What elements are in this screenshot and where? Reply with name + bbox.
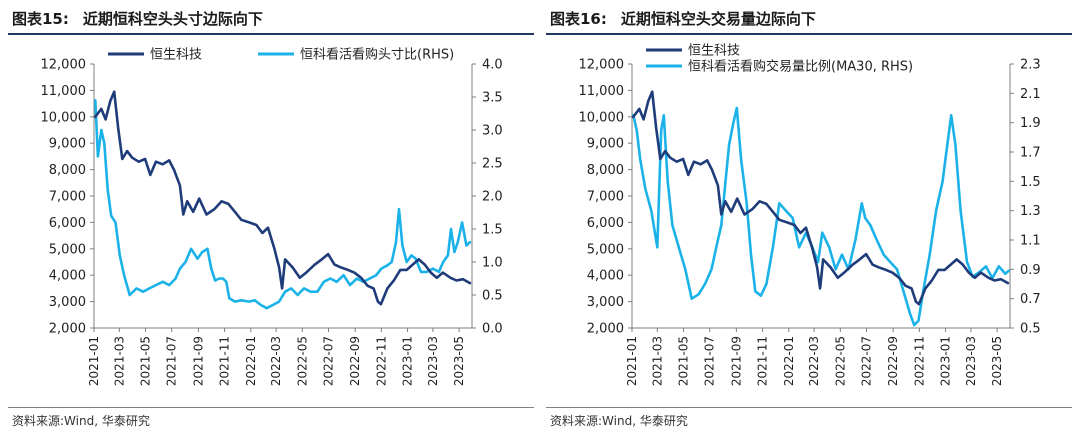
right-y-tick-label: 0.5 (1020, 322, 1041, 337)
x-tick-label: 2021-09 (729, 336, 743, 386)
right-y-tick-label: 2.0 (482, 190, 503, 205)
source-rule (546, 407, 1072, 408)
x-tick-label: 2022-05 (295, 336, 309, 386)
x-tick-label: 2022-01 (782, 336, 796, 386)
right-y-tick-label: 1.5 (482, 223, 503, 238)
left-y-tick-label: 7,000 (49, 190, 86, 205)
left-y-tick-label: 9,000 (49, 137, 86, 152)
right-y-tick-label: 2.3 (1020, 58, 1041, 73)
right-y-tick-label: 4.0 (482, 58, 503, 73)
left-y-tick-label: 2,000 (587, 322, 624, 337)
x-tick-label: 2021-01 (625, 336, 639, 386)
right-y-tick-label: 1.5 (1020, 175, 1041, 190)
x-tick-label: 2022-11 (912, 336, 926, 386)
x-tick-label: 2022-01 (244, 336, 258, 386)
x-tick-label: 2022-09 (886, 336, 900, 386)
right-y-tick-label: 0.9 (1020, 263, 1041, 278)
left-y-tick-label: 3,000 (49, 295, 86, 310)
x-tick-label: 2021-03 (112, 336, 126, 386)
x-tick-label: 2023-01 (401, 336, 415, 386)
left-y-tick-label: 5,000 (49, 242, 86, 257)
x-tick-label: 2022-03 (269, 336, 283, 386)
right-y-tick-label: 1.0 (482, 256, 503, 271)
x-tick-label: 2023-03 (426, 336, 440, 386)
x-tick-label: 2021-07 (165, 336, 179, 386)
x-tick-label: 2021-11 (756, 336, 770, 386)
line-chart-short-position-ratio: 2,000 3,000 4,000 5,000 6,000 7,000 8,000 9,000… (41, 47, 503, 387)
x-tick-label: 2022-11 (374, 336, 388, 386)
x-tick-label: 2021-05 (139, 336, 153, 386)
x-tick-label: 2022-03 (807, 336, 821, 386)
x-tick-label: 2021-09 (191, 336, 205, 386)
x-tick-label: 2023-03 (964, 336, 978, 386)
right-y-tick-label: 0.5 (482, 289, 503, 304)
right-y-tick-label: 1.3 (1020, 204, 1041, 219)
x-tick-label: 2023-05 (452, 336, 466, 386)
right-y-tick-label: 3.5 (482, 91, 503, 106)
source-note: 资料来源:Wind, 华泰研究 (12, 414, 150, 428)
left-y-tick-label: 4,000 (587, 269, 624, 284)
left-y-tick-label: 8,000 (49, 163, 86, 178)
figure-panel-16: 图表16: 近期恒科空头交易量边际向下 2,000 3,000 4,000 5,000 6… (546, 0, 1072, 446)
title-rule (546, 33, 1072, 35)
x-tick-label: 2021-05 (677, 336, 691, 386)
figure-title: 图表16: 近期恒科空头交易量边际向下 (550, 8, 816, 29)
x-tick-label: 2021-01 (87, 336, 101, 386)
left-y-tick-label: 12,000 (579, 58, 625, 73)
legend-label: 恒生科技 (688, 44, 740, 59)
right-y-tick-label: 1.9 (1020, 116, 1041, 131)
figure-caption: 近期恒科空头交易量边际向下 (620, 10, 816, 28)
x-tick-label: 2021-11 (218, 336, 232, 386)
legend-label: 恒科看活看购头寸比(RHS) (300, 47, 454, 63)
right-y-tick-label: 0.0 (482, 322, 503, 337)
x-tick-label: 2022-09 (348, 336, 362, 386)
x-tick-label: 2022-07 (322, 336, 336, 386)
series-line-hstech (94, 90, 472, 306)
right-y-tick-label: 2.1 (1020, 87, 1041, 102)
right-y-tick-label: 2.5 (482, 157, 503, 172)
figure-caption: 近期恒科空头头寸边际向下 (82, 10, 263, 28)
right-y-tick-label: 1.7 (1020, 146, 1041, 161)
figure-panel-15: 图表15: 近期恒科空头头寸边际向下 2,000 3,000 4,000 5,000 6,… (8, 0, 534, 446)
left-y-tick-label: 3,000 (587, 295, 624, 310)
x-tick-label: 2021-07 (703, 336, 717, 386)
left-y-tick-label: 9,000 (587, 137, 624, 152)
left-y-tick-label: 10,000 (41, 110, 87, 125)
left-y-tick-label: 11,000 (41, 84, 87, 99)
right-y-tick-label: 3.0 (482, 124, 503, 139)
x-tick-label: 2022-07 (860, 336, 874, 386)
figure-title: 图表15: 近期恒科空头头寸边际向下 (12, 8, 263, 29)
x-tick-label: 2022-05 (833, 336, 847, 386)
left-y-tick-label: 5,000 (587, 242, 624, 257)
series-line-hstech (632, 90, 1010, 306)
figure-number: 图表15: (12, 10, 69, 28)
left-y-tick-label: 6,000 (587, 216, 624, 231)
source-note: 资料来源:Wind, 华泰研究 (550, 414, 688, 428)
legend-label: 恒科看活看购交易量比例(MA30, RHS) (688, 59, 913, 75)
x-tick-label: 2023-01 (939, 336, 953, 386)
right-y-tick-label: 0.7 (1020, 292, 1041, 307)
right-y-tick-label: 1.1 (1020, 234, 1041, 249)
left-y-tick-label: 7,000 (587, 190, 624, 205)
legend-label: 恒生科技 (150, 48, 202, 63)
line-chart-short-volume-ratio: 2,000 3,000 4,000 5,000 6,000 7,000 8,000 9,000… (579, 44, 1041, 387)
series-line-ratio (632, 106, 1010, 327)
series-line-ratio (94, 99, 472, 310)
source-rule (8, 407, 534, 408)
left-y-tick-label: 2,000 (49, 322, 86, 337)
x-tick-label: 2021-03 (650, 336, 664, 386)
title-rule (8, 33, 534, 35)
left-y-tick-label: 10,000 (579, 110, 625, 125)
x-tick-label: 2023-05 (990, 336, 1004, 386)
left-y-tick-label: 12,000 (41, 58, 87, 73)
left-y-tick-label: 4,000 (49, 269, 86, 284)
left-y-tick-label: 6,000 (49, 216, 86, 231)
left-y-tick-label: 11,000 (579, 84, 625, 99)
left-y-tick-label: 8,000 (587, 163, 624, 178)
figure-number: 图表16: (550, 10, 607, 28)
